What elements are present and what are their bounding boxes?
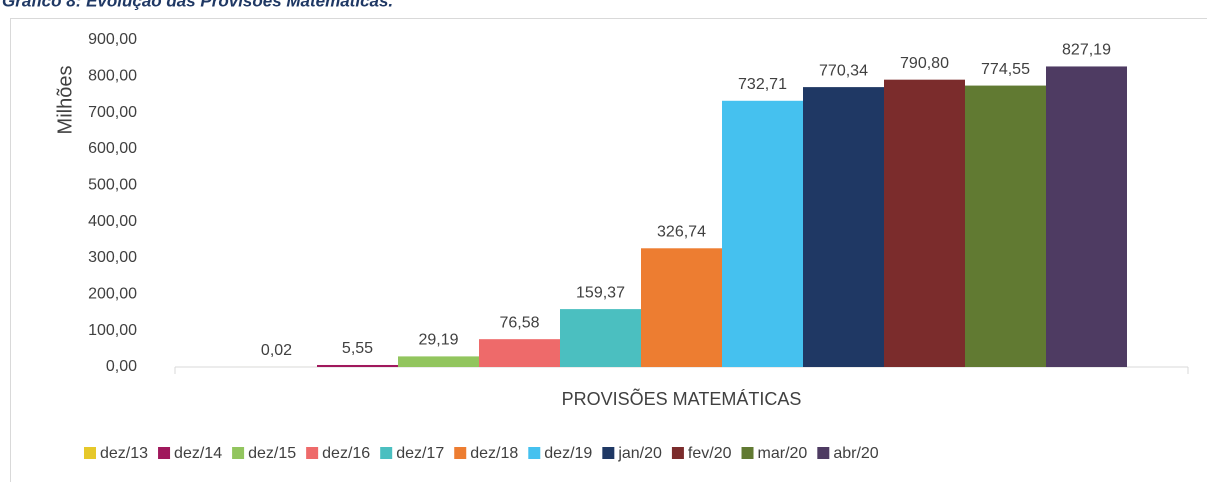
legend-swatch <box>741 447 754 459</box>
legend-swatch <box>528 447 541 459</box>
legend-label: dez/19 <box>544 445 592 462</box>
bar <box>722 100 803 367</box>
legend-label: dez/14 <box>174 445 222 462</box>
y-axis-label: Milhões <box>54 66 76 135</box>
data-label: 29,19 <box>418 332 458 349</box>
bar <box>884 79 965 368</box>
y-tick-label: 800,00 <box>88 68 137 85</box>
legend-label: dez/17 <box>396 445 444 462</box>
bar <box>317 364 398 367</box>
data-label: 770,34 <box>819 62 868 79</box>
x-tick-label: PROVISÕES MATEMÁTICAS <box>562 388 802 409</box>
legend-label: dez/16 <box>322 445 370 462</box>
chart-title: Gráfico 8: Evolução das Provisões Matemá… <box>2 0 393 10</box>
legend-swatch <box>306 447 319 459</box>
y-tick-label: 200,00 <box>88 286 137 303</box>
bar <box>398 356 479 367</box>
legend-swatch <box>84 447 96 459</box>
y-tick-label: 600,00 <box>88 140 137 157</box>
bar <box>1046 66 1127 368</box>
data-label: 827,19 <box>1062 42 1111 59</box>
bar <box>479 339 560 367</box>
legend-label: fev/20 <box>688 445 732 462</box>
y-tick-label: 700,00 <box>88 104 137 121</box>
data-label: 326,74 <box>657 224 706 241</box>
legend-label: abr/20 <box>833 445 878 462</box>
y-tick-label: 400,00 <box>88 213 137 230</box>
data-label: 774,55 <box>981 61 1030 78</box>
bar <box>803 87 884 367</box>
y-tick-label: 900,00 <box>88 31 137 48</box>
legend-swatch <box>232 447 245 459</box>
bar <box>641 248 722 367</box>
legend-swatch <box>380 447 393 459</box>
legend-label: dez/13 <box>100 445 148 462</box>
legend-label: jan/20 <box>617 445 662 462</box>
bar <box>560 309 641 367</box>
legend-swatch <box>454 447 467 459</box>
legend-swatch <box>671 447 684 459</box>
legend-swatch <box>602 447 615 459</box>
y-tick-label: 0,00 <box>106 358 137 375</box>
y-tick-label: 500,00 <box>88 177 137 194</box>
legend-swatch <box>158 447 171 459</box>
legend-label: mar/20 <box>758 445 808 462</box>
data-label: 76,58 <box>499 314 539 331</box>
data-label: 790,80 <box>900 55 949 72</box>
data-label: 0,02 <box>261 342 292 359</box>
y-tick-label: 300,00 <box>88 249 137 266</box>
y-tick-label: 100,00 <box>88 322 137 339</box>
chart-frame <box>10 18 1207 482</box>
data-label: 732,71 <box>738 76 787 93</box>
data-label: 159,37 <box>576 284 625 301</box>
data-label: 5,55 <box>342 340 373 357</box>
bar <box>965 85 1046 367</box>
legend-label: dez/18 <box>470 445 518 462</box>
legend-label: dez/15 <box>248 445 296 462</box>
legend-swatch <box>817 447 830 459</box>
